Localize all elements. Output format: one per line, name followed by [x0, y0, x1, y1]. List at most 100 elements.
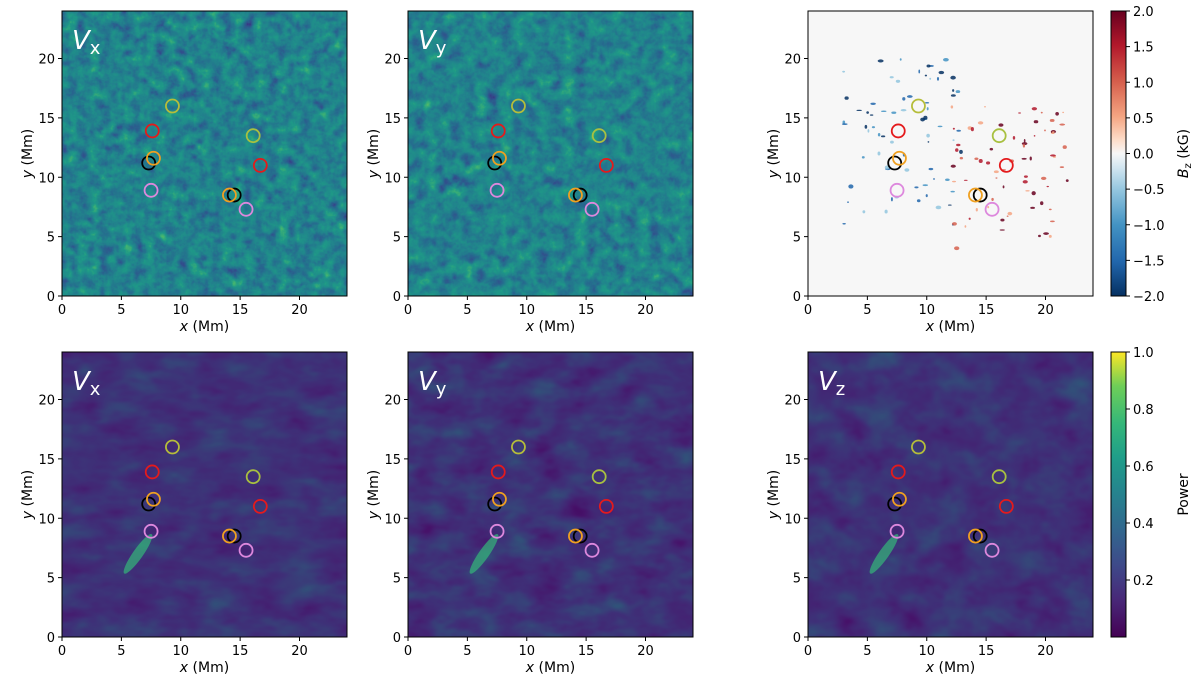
marker-circle — [889, 182, 905, 198]
flux-element-positive — [991, 197, 994, 201]
y-tick-label: 10 — [384, 512, 401, 527]
marker-circle — [222, 528, 237, 544]
marker-circle — [890, 123, 906, 139]
flux-element-positive — [956, 143, 961, 147]
panel-top-vy: 0 5 10 15 20 0 5 10 15 20 x (Mm) y (Mm) Vy — [366, 10, 694, 335]
marker-circle — [890, 464, 906, 480]
flux-element-positive — [985, 161, 991, 165]
y-tick-label: 5 — [393, 231, 401, 246]
marker-circle — [492, 491, 507, 507]
y-tick-label: 10 — [38, 512, 55, 527]
flux-element-positive — [978, 158, 983, 164]
flux-element-positive — [950, 164, 956, 168]
marker-circle — [998, 498, 1014, 514]
y-axis-label: y (Mm) — [366, 129, 382, 179]
flux-element-negative — [864, 124, 868, 129]
flux-element-negative — [928, 167, 934, 171]
colorbar-tick-label: −1.0 — [1133, 219, 1165, 234]
y-tick-label: 0 — [793, 290, 801, 305]
flux-element-positive — [1025, 190, 1030, 192]
flux-element-negative — [866, 111, 869, 114]
y-tick-label: 5 — [47, 572, 55, 587]
flux-element-negative — [841, 123, 848, 126]
marker-circle — [226, 528, 242, 544]
marker-circle — [598, 157, 614, 173]
flux-element-positive — [952, 180, 957, 183]
y-tick-label: 0 — [393, 631, 401, 646]
x-tick-label: 0 — [804, 644, 812, 659]
x-axis-label: x (Mm) — [925, 319, 975, 335]
colorbar-tick-label: 0.8 — [1133, 403, 1154, 418]
flux-element-positive — [950, 105, 954, 109]
x-tick-label: 10 — [172, 644, 189, 659]
colorbar-tick-label: 2.0 — [1133, 5, 1154, 20]
flux-element-negative — [877, 133, 881, 137]
panel-top-bz: 0 5 10 15 20 0 5 10 15 20 x (Mm) y (Mm) — [766, 10, 1094, 335]
marker-circle — [245, 469, 261, 485]
marker-circle — [584, 542, 600, 558]
marker-circle — [144, 464, 160, 480]
axes-frame — [407, 10, 694, 297]
flux-element-positive — [954, 246, 960, 251]
flux-element-positive — [1055, 111, 1059, 116]
panel-label: Vx — [72, 26, 101, 59]
axes-frame — [61, 351, 348, 638]
flux-element-positive — [1023, 175, 1028, 178]
y-tick-label: 10 — [38, 171, 55, 186]
y-tick-label: 15 — [384, 112, 401, 127]
flux-element-negative — [956, 129, 961, 132]
x-tick-label: 0 — [404, 303, 412, 318]
power-streak — [869, 534, 899, 574]
y-tick-label: 10 — [384, 171, 401, 186]
y-axis-label: y (Mm) — [20, 470, 36, 520]
x-tick-label: 0 — [804, 303, 812, 318]
colorbar-tick-label: 0.5 — [1133, 112, 1154, 127]
marker-circle — [489, 523, 505, 539]
x-tick-label: 20 — [291, 303, 308, 318]
flux-element-negative — [884, 165, 890, 170]
flux-element-negative — [926, 133, 930, 138]
marker-circle — [238, 201, 254, 217]
marker-circle — [165, 439, 180, 455]
flux-element-negative — [947, 204, 952, 206]
marker-circle — [165, 98, 180, 114]
colorbar-label: Power — [1176, 473, 1192, 516]
flux-element-positive — [1062, 111, 1065, 114]
flux-element-positive — [984, 105, 986, 108]
colorbar-tick-label: 0.2 — [1133, 574, 1154, 589]
flux-element-positive — [1048, 234, 1052, 238]
flux-element-negative — [899, 58, 902, 61]
flux-element-negative — [950, 75, 956, 80]
colorbar-tick-label: 0.0 — [1133, 148, 1154, 163]
marker-circle — [591, 469, 607, 485]
x-tick-label: 0 — [58, 644, 66, 659]
y-tick-label: 5 — [47, 231, 55, 246]
flux-element-negative — [945, 178, 950, 182]
flux-element-negative — [950, 94, 956, 97]
flux-element-negative — [844, 96, 849, 100]
marker-circle — [568, 187, 583, 203]
x-tick-label: 10 — [918, 303, 935, 318]
x-tick-label: 15 — [232, 644, 249, 659]
flux-element-negative — [955, 90, 961, 94]
flux-element-negative — [950, 190, 955, 193]
flux-element-positive — [1050, 154, 1056, 157]
y-tick-label: 0 — [47, 631, 55, 646]
flux-element-negative — [918, 69, 921, 74]
x-tick-label: 15 — [978, 303, 995, 318]
panel-bottom-vy: 0 5 10 15 20 0 5 10 15 20 x (Mm) y (Mm) Vy — [366, 351, 694, 676]
flux-element-negative — [904, 168, 910, 172]
heatmap-image — [808, 11, 1093, 296]
x-tick-label: 15 — [578, 644, 595, 659]
flux-element-positive — [1046, 185, 1049, 188]
flux-element-positive — [998, 123, 1004, 127]
x-tick-label: 10 — [172, 303, 189, 318]
flux-element-negative — [862, 210, 866, 214]
marker-circle — [598, 498, 614, 514]
flux-element-positive — [1033, 120, 1039, 124]
flux-element-negative — [891, 111, 897, 114]
x-axis-label: x (Mm) — [179, 660, 229, 676]
x-tick-label: 15 — [578, 303, 595, 318]
flux-element-positive — [975, 207, 978, 212]
y-tick-label: 15 — [784, 112, 801, 127]
